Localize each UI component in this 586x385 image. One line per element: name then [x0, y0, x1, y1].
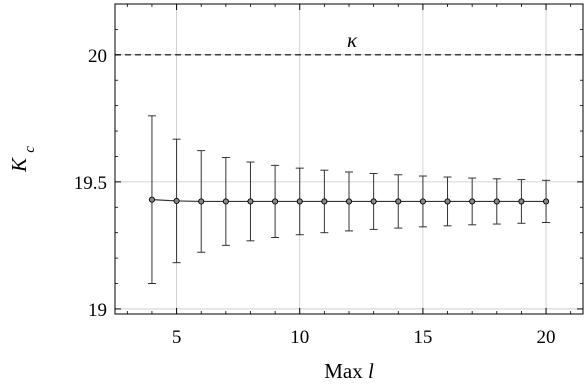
data-point	[493, 198, 500, 205]
data-point	[345, 198, 353, 205]
x-axis-label-text: Max	[324, 359, 363, 383]
data-point	[173, 197, 180, 204]
series-group	[147, 115, 551, 285]
x-tick-label: 20	[537, 327, 556, 348]
data-point	[419, 198, 426, 205]
data-point	[222, 198, 229, 205]
y-axis-label-var: K	[7, 157, 31, 173]
x-tick-label: 10	[290, 327, 309, 348]
data-point	[518, 198, 525, 205]
x-tick-label: 5	[172, 327, 182, 348]
y-tick-label: 19.5	[74, 173, 107, 194]
x-axis-label: Max l	[324, 359, 374, 383]
y-axis-label: K c	[7, 146, 38, 173]
data-point	[247, 198, 254, 205]
data-point	[148, 196, 155, 203]
y-tick-label: 20	[88, 46, 107, 67]
data-point	[370, 198, 377, 205]
y-axis-label-sub: c	[22, 146, 38, 153]
x-axis-label-var: l	[368, 359, 374, 383]
y-tick-label: 19	[88, 300, 107, 321]
ticks	[115, 4, 583, 314]
kappa-label: κ	[347, 28, 358, 52]
data-point	[272, 198, 279, 205]
data-point	[321, 198, 328, 205]
data-point	[395, 198, 402, 205]
reference-line-group: κ	[115, 28, 583, 56]
data-point	[469, 198, 476, 205]
y-tick-labels: 19 19.5 20	[74, 46, 107, 321]
data-point	[296, 198, 303, 205]
data-point	[543, 198, 550, 205]
x-tick-label: 15	[413, 327, 432, 348]
data-point	[444, 198, 451, 205]
data-point	[198, 198, 205, 205]
x-tick-labels: 5 10 15 20	[172, 327, 556, 348]
